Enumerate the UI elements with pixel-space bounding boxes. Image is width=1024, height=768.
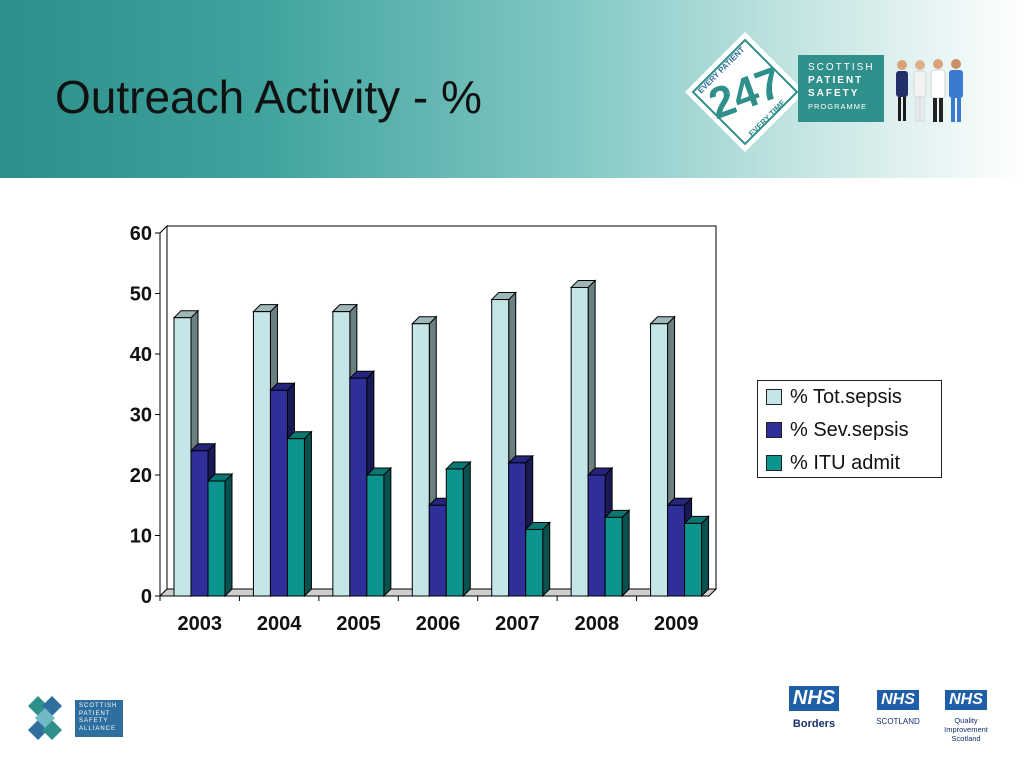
nhs-borders-logo: NHS Borders bbox=[780, 686, 848, 730]
bar-2008-series-2 bbox=[603, 509, 631, 598]
bar-front bbox=[525, 528, 544, 597]
spsa-logo: SCOTTISH PATIENT SAFETY ALLIANCE bbox=[75, 700, 123, 737]
nhs-borders-name: Borders bbox=[792, 718, 836, 730]
spsa-line1: SCOTTISH bbox=[79, 703, 118, 709]
nhs-borders-badge: NHS bbox=[788, 686, 840, 711]
clinical-staff-image bbox=[896, 59, 963, 122]
bar-2007-series-2 bbox=[524, 521, 551, 598]
legend-swatch-tot-sepsis bbox=[766, 389, 782, 405]
every-patient-every-time-logo: 247 EVERY PATIENT EVERY TIME bbox=[685, 32, 805, 152]
chart-legend: % Tot.sepsis % Sev.sepsis % ITU admit bbox=[757, 380, 942, 478]
x-tick-label: 2004 bbox=[257, 613, 302, 635]
bar-side bbox=[462, 460, 471, 598]
bar-front bbox=[570, 286, 589, 597]
legend-item-itu-admit: % ITU admit bbox=[766, 451, 900, 475]
bar-front bbox=[173, 317, 192, 597]
y-tick-label: 50 bbox=[130, 284, 152, 306]
bar-side bbox=[303, 430, 312, 598]
y-tick-label: 40 bbox=[130, 344, 152, 366]
legend-swatch-itu-admit bbox=[766, 455, 782, 471]
bar-front bbox=[428, 504, 447, 597]
nhs-scotland-logo: NHS SCOTLAND bbox=[868, 690, 928, 727]
x-tick-label: 2008 bbox=[575, 613, 620, 635]
bar-front bbox=[332, 311, 351, 597]
nhs-qis-badge: NHS bbox=[945, 690, 987, 710]
x-tick-label: 2003 bbox=[177, 613, 222, 635]
header-banner: Outreach Activity - % 247 EVERY PATIENT … bbox=[0, 0, 1024, 178]
spsp-line1: SCOTTISH bbox=[808, 62, 875, 73]
y-tick-label: 20 bbox=[130, 465, 152, 487]
nhs-scotland-name: SCOTLAND bbox=[876, 717, 920, 726]
x-tick-label: 2005 bbox=[336, 613, 381, 635]
bar-front bbox=[252, 311, 271, 597]
spsp-logo: SCOTTISH PATIENT SAFETY PROGRAMME bbox=[798, 55, 884, 122]
bar-side bbox=[542, 521, 551, 598]
bar-front bbox=[667, 504, 686, 597]
bar-front bbox=[349, 377, 368, 597]
bar-front bbox=[508, 462, 527, 597]
bar-front bbox=[491, 299, 510, 597]
legend-item-sev-sepsis: % Sev.sepsis bbox=[766, 418, 909, 442]
bar-2006-series-2 bbox=[445, 460, 472, 598]
spsp-line2: PATIENT bbox=[808, 75, 864, 86]
legend-item-tot-sepsis: % Tot.sepsis bbox=[766, 385, 902, 409]
spsa-line2: PATIENT bbox=[79, 710, 111, 717]
bar-front bbox=[366, 474, 385, 597]
y-tick-label: 0 bbox=[141, 586, 152, 608]
y-tick-label: 30 bbox=[130, 405, 152, 427]
bar-front bbox=[604, 516, 623, 597]
bar-2003-series-2 bbox=[206, 472, 234, 598]
x-tick-label: 2007 bbox=[495, 613, 540, 635]
nhs-qis-name-3: Scotland bbox=[951, 734, 981, 743]
spsa-line3: SAFETY bbox=[79, 718, 109, 724]
slide-title: Outreach Activity - % bbox=[55, 71, 482, 123]
nhs-qis-name-2: Improvement bbox=[944, 725, 988, 734]
bar-side bbox=[621, 509, 630, 598]
legend-swatch-sev-sepsis bbox=[766, 422, 782, 438]
nhs-qis-logo: NHS Quality Improvement Scotland bbox=[935, 690, 997, 743]
bar-front bbox=[207, 480, 226, 597]
bar-front bbox=[411, 323, 430, 597]
x-tick-label: 2009 bbox=[654, 613, 699, 635]
legend-label-itu-admit: % ITU admit bbox=[790, 451, 901, 474]
bar-front bbox=[286, 438, 305, 597]
spsa-mark bbox=[28, 696, 62, 740]
bar-front bbox=[445, 468, 464, 597]
bar-2009-series-2 bbox=[683, 515, 710, 598]
bar-front bbox=[684, 522, 703, 597]
bar-side bbox=[383, 466, 392, 598]
bar-2005-series-2 bbox=[365, 466, 393, 598]
bar-side bbox=[224, 472, 233, 598]
legend-label-tot-sepsis: % Tot.sepsis bbox=[790, 385, 902, 408]
spsp-line4: PROGRAMME bbox=[808, 102, 868, 111]
spsa-line4: ALLIANCE bbox=[79, 725, 117, 732]
x-tick-label: 2006 bbox=[416, 613, 461, 635]
y-tick-label: 60 bbox=[130, 223, 152, 245]
chart-side-wall bbox=[159, 224, 168, 598]
nhs-scotland-badge: NHS bbox=[877, 690, 919, 710]
nhs-qis-name-1: Quality bbox=[954, 716, 978, 725]
y-tick-label: 10 bbox=[130, 526, 152, 548]
bar-front bbox=[587, 474, 606, 597]
legend-label-sev-sepsis: % Sev.sepsis bbox=[790, 418, 909, 441]
bar-2004-series-2 bbox=[286, 430, 313, 598]
bar-side bbox=[701, 515, 710, 598]
bar-front bbox=[190, 450, 209, 597]
spsp-line3: SAFETY bbox=[808, 88, 860, 99]
bar-front bbox=[650, 323, 669, 597]
bar-front bbox=[269, 389, 288, 597]
